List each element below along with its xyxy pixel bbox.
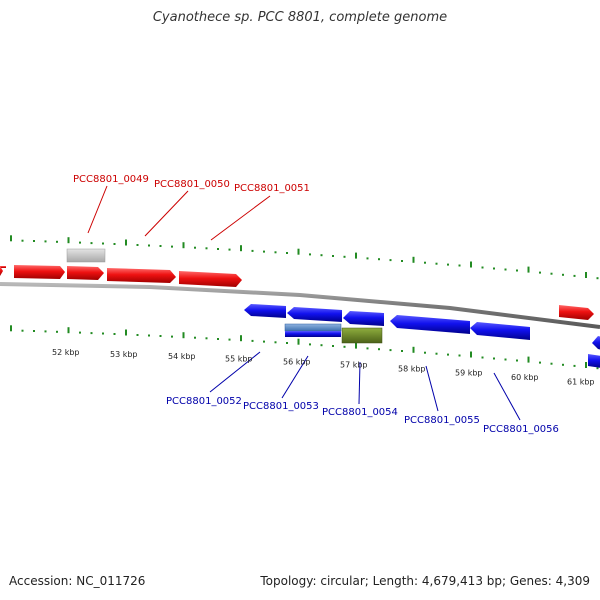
gene-arrow-0051[interactable] (179, 271, 242, 287)
gene-label-0055[interactable]: PCC8801_0055 (404, 415, 480, 426)
gene-arrow-0052[interactable] (244, 304, 286, 318)
gene-arrow-0055[interactable] (390, 315, 470, 334)
scale-label: 59 kbp (455, 369, 483, 378)
gene-0053-blue-box[interactable] (284, 323, 342, 332)
gene-label-0052[interactable]: PCC8801_0052 (166, 396, 242, 407)
genome-backbone (0, 282, 600, 329)
scale-label: 60 kbp (511, 373, 539, 382)
scale-label: 55 kbp (225, 355, 253, 364)
scale-labels: 52 kbp 53 kbp 54 kbp 55 kbp 56 kbp 57 kbp 58 k… (52, 348, 595, 386)
scale-label: 52 kbp (52, 348, 80, 357)
reverse-label-connectors (209, 351, 521, 421)
gene-arrow-0050[interactable] (107, 268, 176, 283)
genome-title: Cyanothece sp. PCC 8801, complete genome (152, 10, 448, 25)
gene-label-0054[interactable]: PCC8801_0054 (322, 407, 398, 418)
gene-arrow[interactable] (592, 336, 600, 350)
scale-label: 56 kbp (283, 358, 311, 367)
scale-label: 57 kbp (340, 361, 368, 370)
forward-label-connectors (87, 185, 271, 241)
gene-label-0051[interactable]: PCC8801_0051 (234, 183, 310, 194)
genome-summary-text: Topology: circular; Length: 4,679,413 bp… (260, 574, 590, 588)
gene-arrow-0054[interactable] (343, 311, 384, 326)
gene-0049-rna-box[interactable] (66, 248, 106, 263)
scale-label: 58 kbp (398, 365, 426, 374)
gene-label-0056[interactable]: PCC8801_0056 (483, 424, 559, 435)
gene-arrow-0053[interactable] (287, 307, 342, 322)
gene-arrow[interactable] (0, 266, 3, 276)
reverse-tick-row (10, 325, 599, 370)
gene-arrow-0049[interactable] (67, 266, 104, 280)
accession-text: Accession: NC_011726 (9, 574, 146, 588)
gene-0053-dark-box[interactable] (285, 331, 341, 337)
forward-tick-row (10, 235, 599, 280)
scale-label: 61 kbp (567, 378, 595, 387)
gene-0054-olive-box[interactable] (341, 327, 383, 344)
scale-label: 53 kbp (110, 350, 138, 359)
scale-label: 54 kbp (168, 352, 196, 361)
gene-label-0050[interactable]: PCC8801_0050 (154, 179, 230, 190)
gene-arrow[interactable] (559, 305, 594, 320)
gene-label-0053[interactable]: PCC8801_0053 (243, 401, 319, 412)
gene-arrow-0056[interactable] (470, 322, 530, 340)
gene-label-0049[interactable]: PCC8801_0049 (73, 174, 149, 185)
gene-arrow[interactable] (14, 265, 65, 279)
gene-arrow[interactable] (0, 266, 6, 268)
gene-arrow[interactable] (588, 354, 600, 368)
